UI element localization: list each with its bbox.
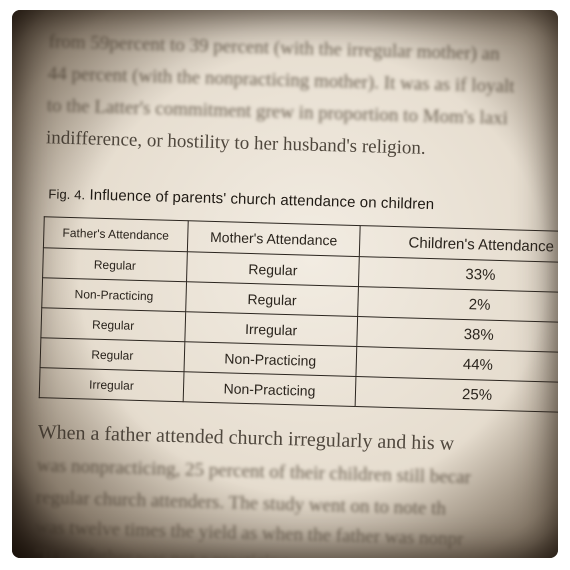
header-mother: Mother's Attendance <box>187 220 361 257</box>
figure-label: Fig. 4. <box>48 186 86 203</box>
header-father: Father's Attendance <box>43 216 189 252</box>
body-text-line: was nonpracticing, 25 percent of their c… <box>36 455 472 489</box>
cell-father: Irregular <box>39 367 184 402</box>
figure-title: Influence of parents' church attendance … <box>89 186 435 214</box>
figure-caption: Fig. 4. Influence of parents' church att… <box>48 185 434 213</box>
body-text-line: to the Latter's commitment grew in propo… <box>46 95 509 130</box>
cell-children: 25% <box>355 376 558 414</box>
body-text-line: indifference, or hostility to her husban… <box>45 127 426 159</box>
book-page-photo: from 59percent to 39 percent (with the i… <box>12 10 558 558</box>
cell-father: Regular <box>40 307 186 342</box>
book-page: from 59percent to 39 percent (with the i… <box>12 10 558 558</box>
cell-father: Regular <box>42 247 188 282</box>
cell-mother: Non-Practicing <box>182 371 357 407</box>
body-text-line: 44 percent (with the nonpracticing mothe… <box>47 63 515 98</box>
cell-mother: Irregular <box>184 311 358 347</box>
cell-father: Regular <box>40 337 185 372</box>
cell-mother: Regular <box>186 251 360 287</box>
cell-mother: Non-Practicing <box>183 341 357 377</box>
cell-father: Non-Practicing <box>41 277 187 312</box>
attendance-table: Father's Attendance Mother's Attendance … <box>39 216 558 414</box>
cell-mother: Regular <box>185 281 359 317</box>
body-text-line: from 59percent to 39 percent (with the i… <box>48 31 500 65</box>
body-text-line: When a father attended church irregularl… <box>37 421 455 455</box>
